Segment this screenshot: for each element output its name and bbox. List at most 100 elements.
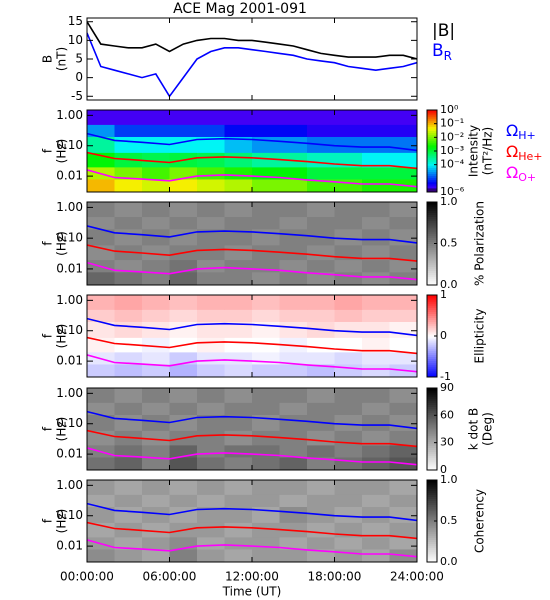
- colorbar-swatch: [427, 537, 437, 540]
- heatmap-cell: [114, 110, 143, 125]
- colorbar-swatch: [427, 228, 437, 232]
- heatmap-cell: [252, 124, 280, 137]
- heatmap-cell: [389, 444, 418, 458]
- heatmap-cell: [334, 402, 363, 415]
- colorbar-tick-label: 0.0: [440, 555, 458, 568]
- colorbar-tick-label: 0: [440, 329, 447, 342]
- y-axis-label: (Hz): [55, 139, 69, 164]
- heatmap-cell: [389, 309, 418, 322]
- heatmap-cell: [389, 388, 418, 403]
- heatmap-cell: [169, 309, 198, 322]
- heatmap-cell: [252, 295, 280, 310]
- colorbar-tick-label: 0.0: [440, 278, 458, 291]
- x-tick-label: 00:00:00: [60, 570, 114, 584]
- y-tick-label: 10: [68, 33, 83, 47]
- legend-name: Ω: [506, 163, 518, 182]
- heatmap-cell: [142, 388, 170, 403]
- colorbar-swatch: [427, 441, 437, 444]
- heatmap-cell: [334, 259, 363, 273]
- heatmap-cell: [224, 337, 253, 353]
- heatmap-cell: [252, 216, 280, 230]
- series-line: [87, 336, 417, 355]
- colorbar-swatch: [427, 270, 437, 274]
- colorbar-swatch: [427, 177, 437, 181]
- heatmap-cell: [279, 388, 308, 403]
- heatmap-cell: [279, 166, 308, 180]
- colorbar-swatch: [427, 408, 437, 412]
- legend-subscript: R: [444, 49, 452, 63]
- heatmap-cell: [279, 364, 308, 378]
- colorbar-swatch: [427, 370, 437, 374]
- colorbar-tick-label: 0.5: [440, 237, 458, 250]
- heatmap-cell: [334, 228, 363, 246]
- y-tick-label: 0.10: [56, 323, 83, 337]
- y-axis-label: f: [41, 148, 55, 153]
- heatmap-cell: [197, 295, 225, 310]
- y-tick-label: 1.00: [56, 386, 83, 400]
- heatmap-cell: [252, 202, 280, 218]
- heatmap-cell: [389, 351, 418, 365]
- heatmap-cell: [252, 152, 280, 168]
- heatmap-cell: [279, 110, 308, 125]
- colorbar-swatch: [427, 128, 437, 131]
- heatmap-cell: [114, 259, 143, 273]
- heatmap-cell: [87, 110, 115, 125]
- heatmap-cell: [224, 430, 253, 446]
- heatmap-cell: [224, 124, 253, 137]
- y-tick-label: 1.00: [56, 108, 83, 122]
- heatmap-cell: [114, 179, 143, 193]
- heatmap-cell: [169, 364, 198, 378]
- colorbar-swatch: [427, 187, 437, 191]
- heatmap-cell: [114, 124, 143, 137]
- heatmap-cell: [252, 480, 280, 495]
- y-tick-label: 0.01: [56, 169, 83, 183]
- heatmap-cell: [142, 430, 170, 446]
- heatmap-cell: [224, 228, 253, 246]
- heatmap-cell: [142, 364, 170, 378]
- colorbar-label: Ellipticity: [473, 309, 487, 364]
- legend-entry: ΩH+: [506, 121, 536, 143]
- colorbar-swatch: [427, 502, 437, 506]
- series-line: [87, 244, 417, 262]
- y-tick-label: 0.10: [56, 416, 83, 430]
- colorbar-swatch: [427, 253, 437, 257]
- heatmap-cell: [114, 271, 143, 286]
- heatmap-cell: [362, 337, 390, 353]
- colorbar-swatch: [427, 333, 437, 337]
- colorbar-swatch: [427, 204, 437, 207]
- colorbar-swatch: [427, 276, 437, 280]
- heatmap-cell: [142, 216, 170, 230]
- colorbar-tick-label: 10⁻⁶: [440, 185, 465, 198]
- colorbar-swatch: [427, 278, 437, 282]
- heatmap-cell: [362, 506, 390, 523]
- heatmap-cell: [224, 136, 253, 153]
- heatmap-cell: [224, 152, 253, 168]
- heatmap-cell: [334, 506, 363, 523]
- colorbar-swatch: [427, 226, 437, 230]
- heatmap-cell: [142, 457, 170, 471]
- chart-title: ACE Mag 2001-091: [173, 1, 307, 17]
- colorbar-swatch: [427, 465, 437, 469]
- heatmap-cell: [334, 351, 363, 365]
- heatmap-cell: [224, 321, 253, 338]
- series-line: [87, 447, 417, 466]
- colorbar-swatch: [427, 512, 437, 516]
- colorbar-swatch: [427, 338, 437, 341]
- heatmap-cell: [334, 536, 363, 550]
- heatmap-cell: [224, 536, 253, 550]
- colorbar-swatch: [427, 112, 437, 115]
- colorbar-swatch: [427, 325, 437, 329]
- legend-name: Ω: [506, 121, 518, 140]
- colorbar-swatch: [427, 364, 437, 368]
- heatmap-cell: [142, 136, 170, 153]
- colorbar-swatch: [427, 449, 437, 453]
- heatmap-cell: [114, 166, 143, 180]
- heatmap-cell: [114, 295, 143, 310]
- x-tick-label: 18:00:00: [308, 570, 362, 584]
- y-axis-label: (Hz): [55, 417, 69, 442]
- heatmap-cell: [279, 506, 308, 523]
- heatmap-cell: [169, 480, 198, 495]
- colorbar-swatch: [427, 372, 437, 376]
- y-axis-label: f: [41, 426, 55, 431]
- colorbar-swatch: [427, 255, 437, 259]
